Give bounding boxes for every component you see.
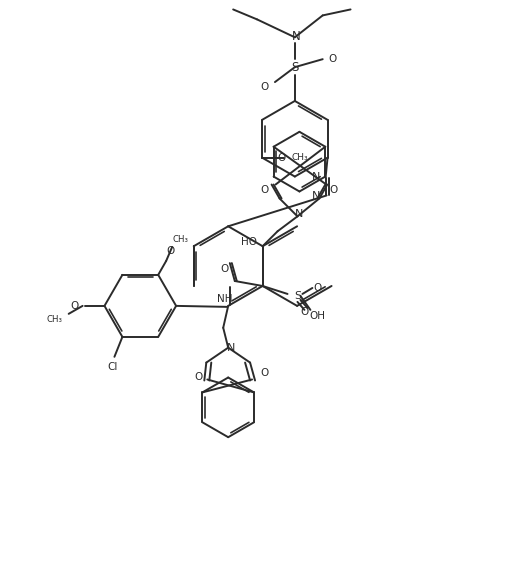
Text: O: O	[329, 186, 338, 195]
Text: O: O	[278, 153, 286, 162]
Text: O: O	[221, 264, 229, 274]
Text: CH₃: CH₃	[172, 234, 188, 243]
Text: O: O	[70, 301, 79, 311]
Text: O: O	[166, 246, 174, 256]
Text: N: N	[227, 342, 235, 353]
Text: Cl: Cl	[107, 362, 117, 372]
Text: N: N	[295, 209, 304, 220]
Text: O: O	[329, 54, 337, 64]
Text: S: S	[294, 291, 301, 301]
Text: O: O	[261, 82, 269, 92]
Text: N: N	[312, 171, 320, 182]
Text: O: O	[313, 283, 322, 293]
Text: CH₃: CH₃	[291, 153, 308, 162]
Text: O: O	[260, 367, 268, 378]
Text: O: O	[260, 186, 269, 195]
Text: O: O	[194, 371, 203, 381]
Text: S: S	[291, 61, 298, 74]
Text: O: O	[300, 307, 308, 317]
Text: CH₃: CH₃	[47, 315, 63, 324]
Text: OH: OH	[309, 311, 325, 321]
Text: N: N	[291, 30, 300, 43]
Text: NH: NH	[217, 294, 233, 304]
Text: N: N	[312, 191, 320, 201]
Text: HO: HO	[241, 237, 257, 247]
